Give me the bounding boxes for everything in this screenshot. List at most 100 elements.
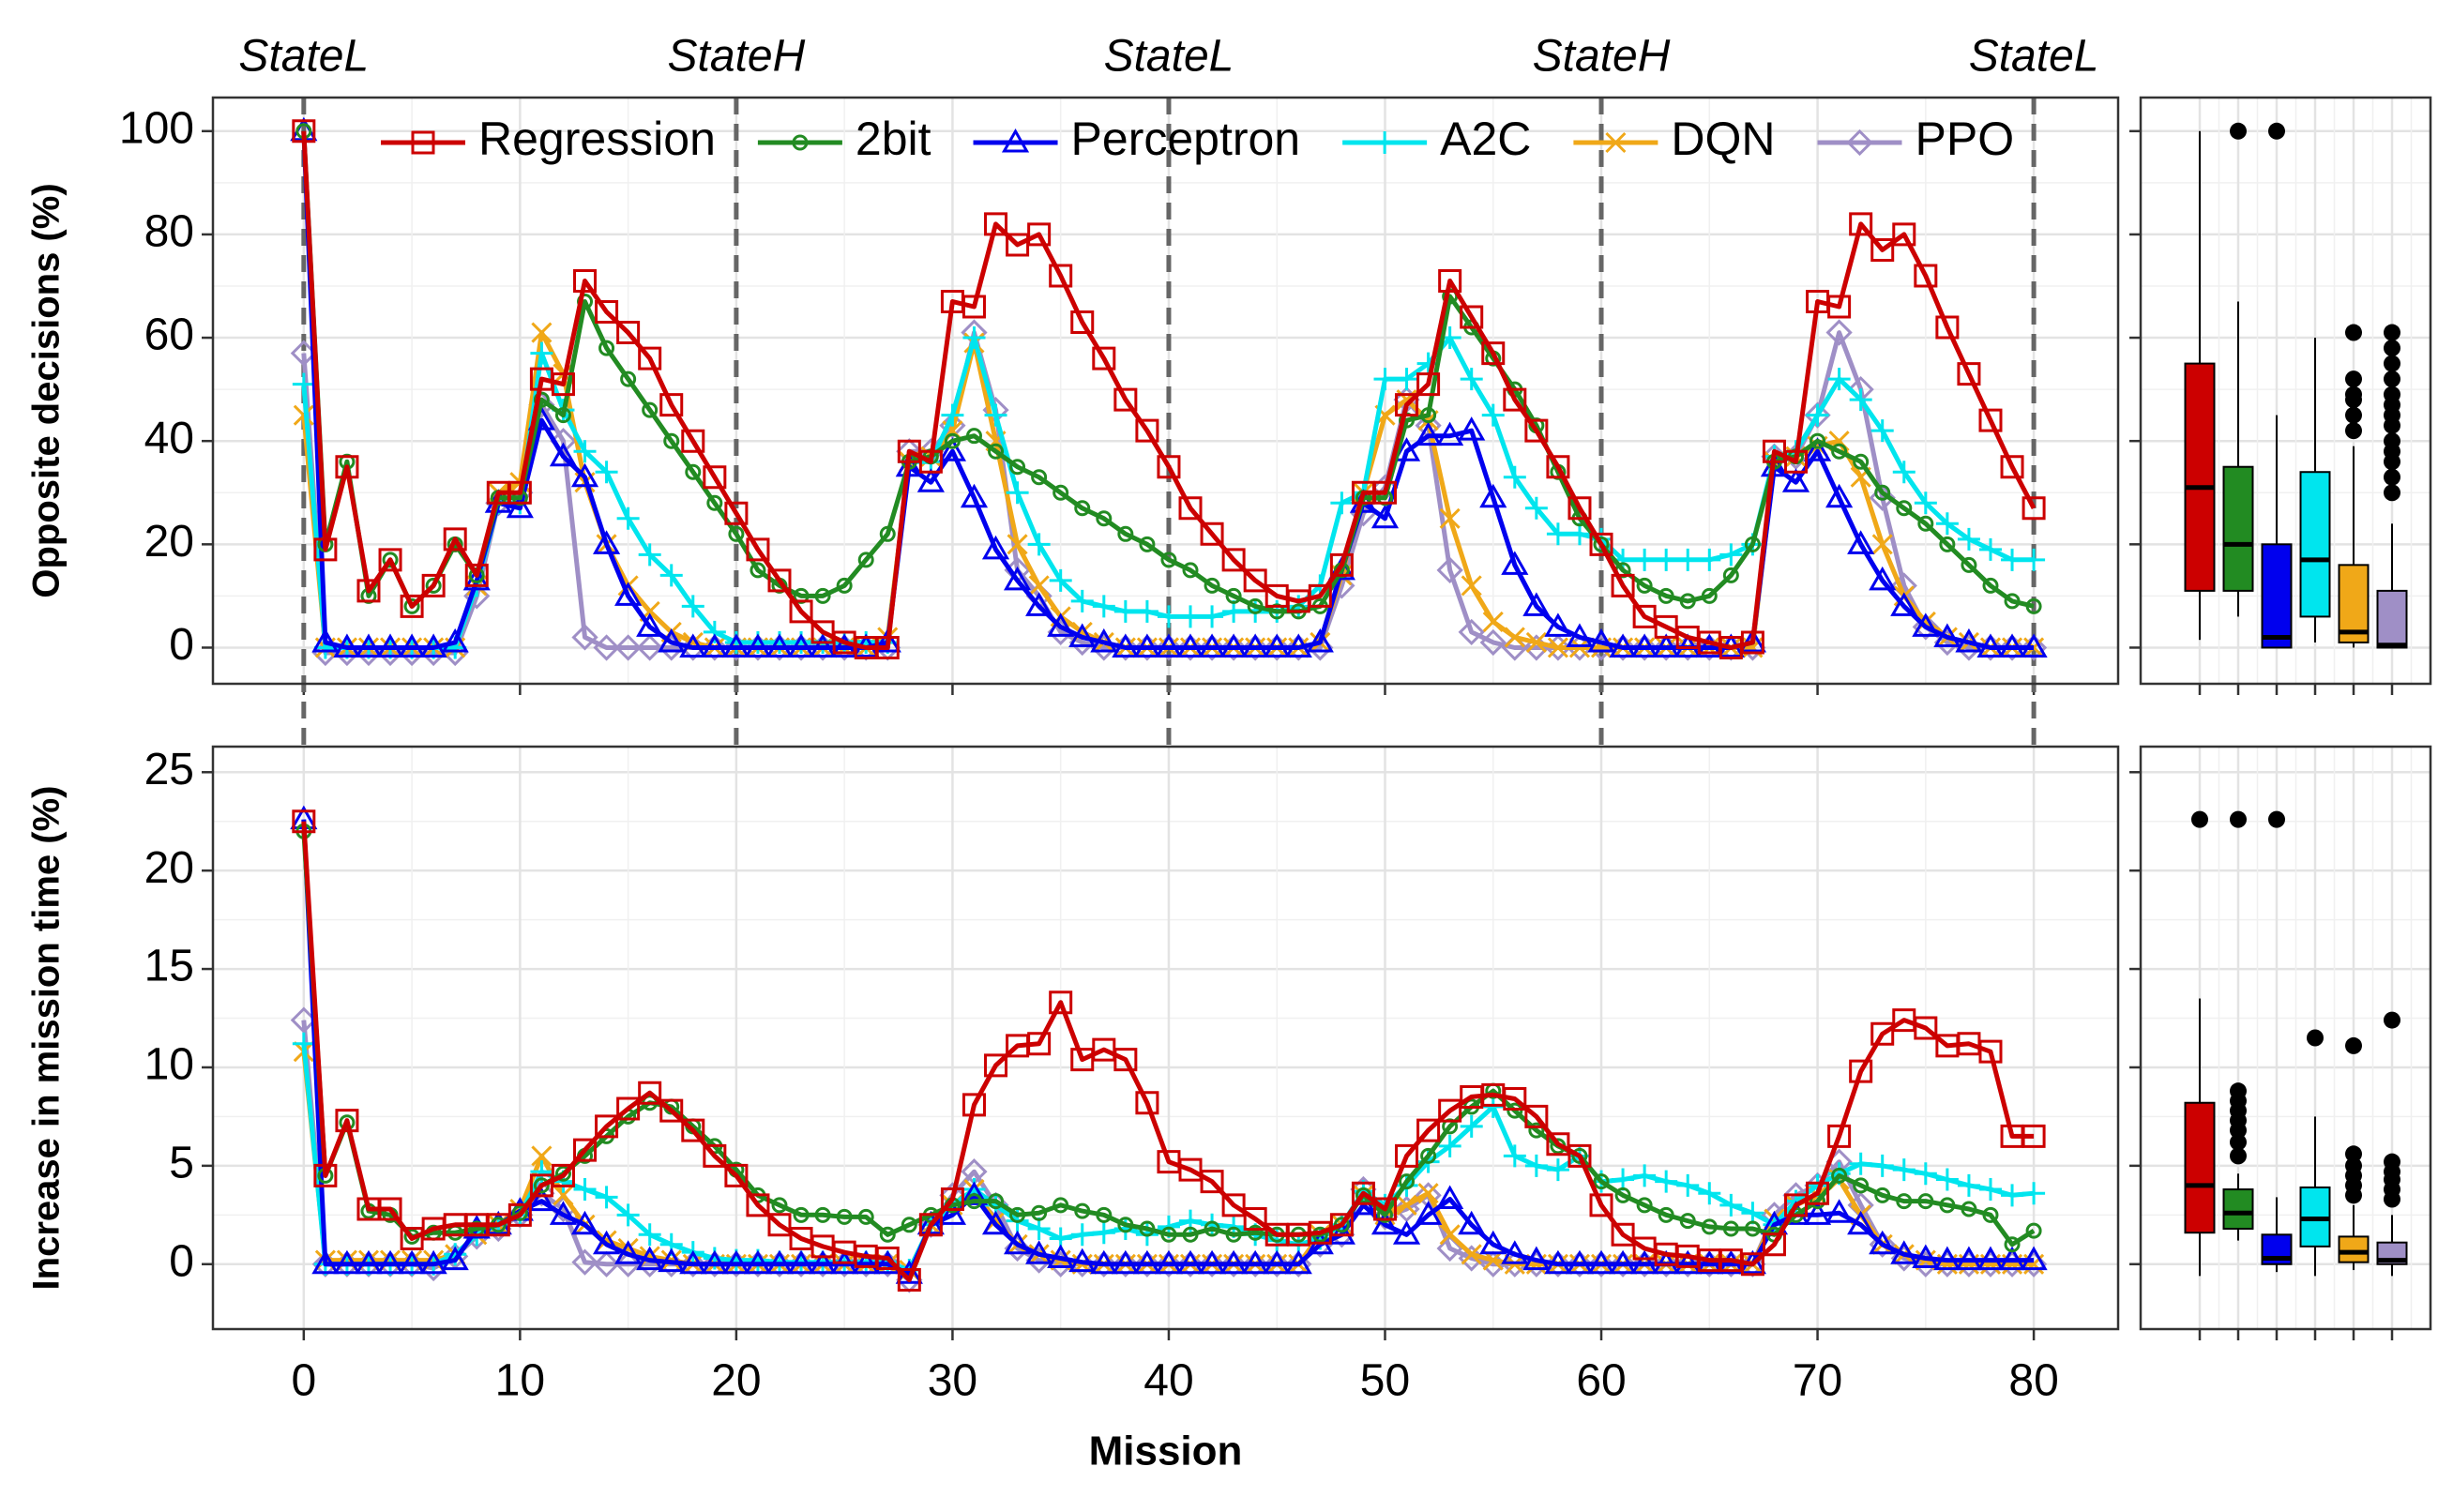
marker: [2020, 1246, 2048, 1271]
marker: [616, 1096, 641, 1121]
marker: [292, 119, 316, 144]
marker: [614, 1250, 642, 1278]
marker: [1914, 264, 1938, 288]
marker: [1458, 1210, 1486, 1235]
marker: [421, 573, 446, 597]
marker: [1933, 1246, 1961, 1271]
marker: [1544, 1249, 1572, 1275]
marker: [962, 1093, 986, 1117]
marker: [573, 440, 597, 463]
marker: [507, 1202, 532, 1227]
marker: [1176, 633, 1204, 658]
marker: [1998, 634, 2026, 661]
marker: [1416, 1118, 1441, 1142]
marker: [1049, 264, 1073, 288]
marker: [1896, 500, 1913, 517]
marker: [1047, 612, 1075, 637]
marker: [658, 627, 686, 653]
marker: [1263, 1249, 1291, 1275]
marker: [2020, 633, 2048, 658]
marker: [1219, 634, 1248, 661]
marker: [1222, 599, 1246, 623]
marker: [962, 326, 986, 350]
marker: [425, 577, 442, 594]
marker: [1544, 612, 1572, 637]
x-tick-label: 50: [1360, 1356, 1410, 1406]
marker: [533, 391, 550, 408]
marker: [685, 463, 702, 480]
marker: [1612, 1168, 1635, 1191]
marker: [1676, 1173, 1700, 1197]
marker: [1653, 634, 1680, 661]
marker: [1370, 1210, 1400, 1235]
marker: [382, 552, 399, 568]
marker: [616, 507, 640, 530]
outlier: [2345, 1145, 2362, 1163]
marker: [1740, 1252, 1764, 1277]
marker: [941, 403, 964, 427]
marker: [531, 322, 553, 343]
marker: [1458, 618, 1485, 646]
outlier: [2384, 355, 2400, 372]
marker: [1241, 1249, 1269, 1275]
legend-marker: [792, 134, 809, 151]
marker: [1630, 1249, 1658, 1275]
marker: [918, 449, 943, 474]
marker: [378, 548, 402, 572]
marker: [962, 295, 986, 319]
marker: [1961, 1201, 1977, 1217]
marker: [724, 1163, 749, 1187]
marker: [1113, 1217, 1137, 1240]
outlier: [2230, 1082, 2247, 1100]
marker: [593, 1250, 620, 1278]
outlier: [2384, 1011, 2400, 1029]
box: [2376, 589, 2408, 649]
marker: [1935, 315, 1960, 340]
marker: [1740, 630, 1764, 655]
marker: [1566, 623, 1594, 647]
state-label: StateL: [238, 32, 369, 82]
marker: [1587, 1250, 1615, 1278]
marker: [1587, 1249, 1615, 1275]
marker: [1219, 1249, 1248, 1275]
outlier: [2268, 122, 2285, 140]
marker: [1567, 1143, 1592, 1168]
marker: [1329, 552, 1354, 577]
marker: [1068, 1247, 1097, 1273]
marker: [1566, 1250, 1594, 1278]
marker: [659, 393, 684, 417]
marker: [1738, 627, 1766, 653]
marker: [1286, 589, 1310, 613]
marker: [571, 1248, 598, 1276]
marker: [1031, 1204, 1048, 1221]
marker: [549, 442, 578, 467]
marker: [1373, 368, 1397, 391]
plot-frame: [2139, 745, 2432, 1331]
marker: [1869, 1230, 1897, 1255]
marker: [1481, 403, 1505, 427]
marker: [313, 1163, 338, 1187]
marker: [570, 1210, 599, 1235]
marker: [1399, 1173, 1416, 1190]
marker: [421, 1217, 446, 1241]
marker: [1630, 633, 1658, 658]
marker: [1007, 534, 1028, 555]
outlier: [2384, 468, 2400, 486]
marker: [549, 1201, 578, 1225]
marker: [1636, 577, 1653, 594]
marker: [1198, 1250, 1226, 1278]
marker: [1155, 1249, 1183, 1275]
marker: [355, 633, 383, 658]
outlier: [2384, 324, 2400, 341]
marker: [981, 535, 1010, 560]
marker: [1762, 1232, 1786, 1257]
marker: [638, 346, 662, 370]
marker: [1658, 587, 1674, 604]
marker: [551, 372, 575, 397]
marker: [1914, 1162, 1937, 1186]
legend-label: Perceptron: [1071, 113, 1301, 165]
marker: [376, 1249, 404, 1275]
marker: [1179, 605, 1203, 628]
outlier: [2384, 484, 2400, 502]
marker: [1264, 1250, 1291, 1278]
